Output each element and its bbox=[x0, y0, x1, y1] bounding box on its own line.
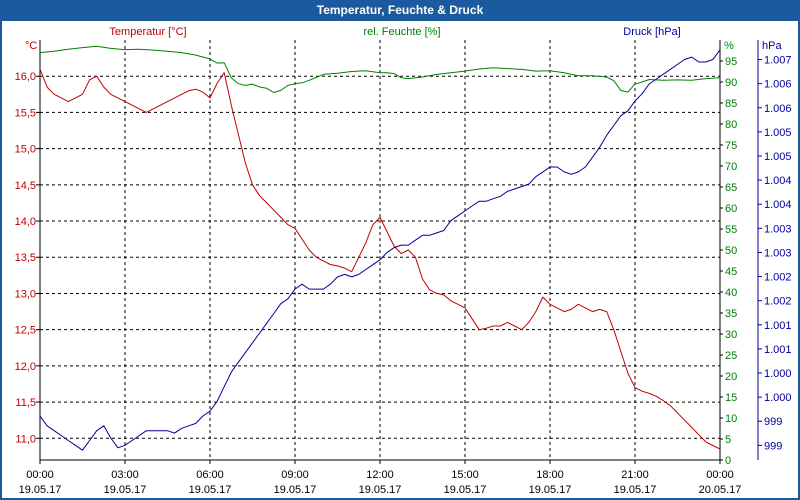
pressure-tick-label: 1.003 bbox=[764, 223, 792, 235]
temperature-tick-label: 11,5 bbox=[15, 397, 36, 409]
humidity-tick-label: 65 bbox=[725, 182, 737, 194]
time-tick-label: 15:00 bbox=[451, 469, 479, 481]
time-tick-label: 12:00 bbox=[366, 469, 394, 481]
pressure-series-line bbox=[39, 49, 721, 451]
pressure-tick-label: 1.005 bbox=[764, 127, 792, 139]
humidity-tick-label: 15 bbox=[725, 392, 737, 404]
humidity-tick-label: 25 bbox=[725, 350, 737, 362]
date-tick-label: 19.05.17 bbox=[19, 484, 62, 496]
humidity-tick-label: 80 bbox=[725, 119, 737, 131]
pressure-tick-label: 1.006 bbox=[764, 103, 792, 115]
humidity-tick-label: 75 bbox=[725, 140, 737, 152]
humidity-tick-label: 60 bbox=[725, 203, 737, 215]
time-tick-label: 00:00 bbox=[706, 469, 734, 481]
humidity-unit: % bbox=[724, 40, 734, 52]
pressure-tick-label: 1.007 bbox=[764, 55, 792, 67]
temperature-tick-label: 11,0 bbox=[15, 433, 36, 445]
date-tick-label: 19.05.17 bbox=[104, 484, 147, 496]
temperature-tick-label: 12,0 bbox=[15, 361, 36, 373]
grid bbox=[40, 40, 720, 460]
humidity-tick-label: 45 bbox=[725, 266, 737, 278]
humidity-axis-title: rel. Feuchte [%] bbox=[363, 26, 440, 38]
humidity-tick-label: 30 bbox=[725, 329, 737, 341]
date-tick-label: 19.05.17 bbox=[529, 484, 572, 496]
humidity-tick-label: 10 bbox=[725, 413, 737, 425]
temperature-tick-label: 13,0 bbox=[15, 288, 36, 300]
pressure-tick-label: 1.000 bbox=[764, 368, 792, 380]
pressure-tick-label: 999 bbox=[764, 440, 782, 452]
temperature-tick-label: 15,5 bbox=[15, 107, 36, 119]
pressure-tick-label: 1.003 bbox=[764, 247, 792, 259]
humidity-tick-label: 90 bbox=[725, 77, 737, 89]
pressure-tick-label: 1.001 bbox=[764, 344, 792, 356]
humidity-tick-label: 95 bbox=[725, 56, 737, 68]
temperature-unit: °C bbox=[25, 40, 37, 52]
window-title: Temperatur, Feuchte & Druck bbox=[0, 0, 800, 21]
time-tick-label: 06:00 bbox=[196, 469, 224, 481]
time-axis: 00:00 19.05.17 03:00 19.05.17 06:00 19.05.17 0… bbox=[19, 460, 742, 496]
humidity-tick-label: 70 bbox=[725, 161, 737, 173]
pressure-tick-label: 1.004 bbox=[764, 199, 792, 211]
pressure-tick-label: 1.004 bbox=[764, 175, 792, 187]
frame-bottom-border bbox=[0, 498, 800, 500]
humidity-axis: 0 5 10 15 20 25 30 35 40 45 50 55 60 65 70 75 80 85 90 95 bbox=[720, 56, 737, 467]
humidity-tick-label: 85 bbox=[725, 98, 737, 110]
humidity-tick-label: 5 bbox=[725, 434, 731, 446]
pressure-tick-label: 1.005 bbox=[764, 151, 792, 163]
time-tick-label: 21:00 bbox=[621, 469, 649, 481]
frame-left-border bbox=[0, 21, 2, 500]
humidity-tick-label: 35 bbox=[725, 308, 737, 320]
time-tick-label: 18:00 bbox=[536, 469, 564, 481]
humidity-series-line bbox=[39, 45, 721, 93]
date-tick-label: 19.05.17 bbox=[359, 484, 402, 496]
temperature-tick-label: 12,5 bbox=[15, 325, 36, 337]
temperature-axis-title: Temperatur [°C] bbox=[109, 26, 186, 38]
date-tick-label: 19.05.17 bbox=[444, 484, 487, 496]
pressure-tick-label: 999 bbox=[764, 416, 782, 428]
pressure-axis: 999 999 1.000 1.000 1.001 1.001 1.002 1.002 1.00… bbox=[758, 55, 792, 452]
pressure-tick-label: 1.006 bbox=[764, 79, 792, 91]
humidity-tick-label: 40 bbox=[725, 287, 737, 299]
humidity-tick-label: 20 bbox=[725, 371, 737, 383]
temperature-tick-label: 13,5 bbox=[15, 252, 36, 264]
pressure-tick-label: 1.002 bbox=[764, 296, 792, 308]
pressure-axis-title: Druck [hPa] bbox=[623, 26, 680, 38]
temperature-tick-label: 15,0 bbox=[15, 144, 36, 156]
humidity-tick-label: 50 bbox=[725, 245, 737, 257]
date-tick-label: 19.05.17 bbox=[614, 484, 657, 496]
humidity-tick-label: 55 bbox=[725, 224, 737, 236]
pressure-unit: hPa bbox=[762, 40, 782, 52]
temperature-tick-label: 16,0 bbox=[15, 71, 36, 83]
frame-right-border bbox=[798, 21, 800, 500]
humidity-tick-label: 0 bbox=[725, 455, 731, 467]
pressure-tick-label: 1.002 bbox=[764, 272, 792, 284]
time-tick-label: 09:00 bbox=[281, 469, 309, 481]
date-tick-label: 19.05.17 bbox=[274, 484, 317, 496]
date-tick-label: 20.05.17 bbox=[699, 484, 742, 496]
time-tick-label: 03:00 bbox=[111, 469, 139, 481]
plot-frame bbox=[39, 40, 759, 461]
temperature-tick-label: 14,5 bbox=[15, 180, 36, 192]
date-tick-label: 19.05.17 bbox=[189, 484, 232, 496]
temperature-series-line bbox=[39, 68, 721, 450]
line-chart: 11,0 11,5 12,0 12,5 13,0 13,5 14,0 14,5 15,0 15,5… bbox=[15, 26, 792, 496]
temperature-tick-label: 14,0 bbox=[15, 216, 36, 228]
time-tick-label: 00:00 bbox=[26, 469, 54, 481]
pressure-tick-label: 1.001 bbox=[764, 320, 792, 332]
temperature-axis: 11,0 11,5 12,0 12,5 13,0 13,5 14,0 14,5 15,0 15,5… bbox=[15, 71, 40, 445]
pressure-tick-label: 1.000 bbox=[764, 392, 792, 404]
series-layer bbox=[39, 45, 721, 451]
